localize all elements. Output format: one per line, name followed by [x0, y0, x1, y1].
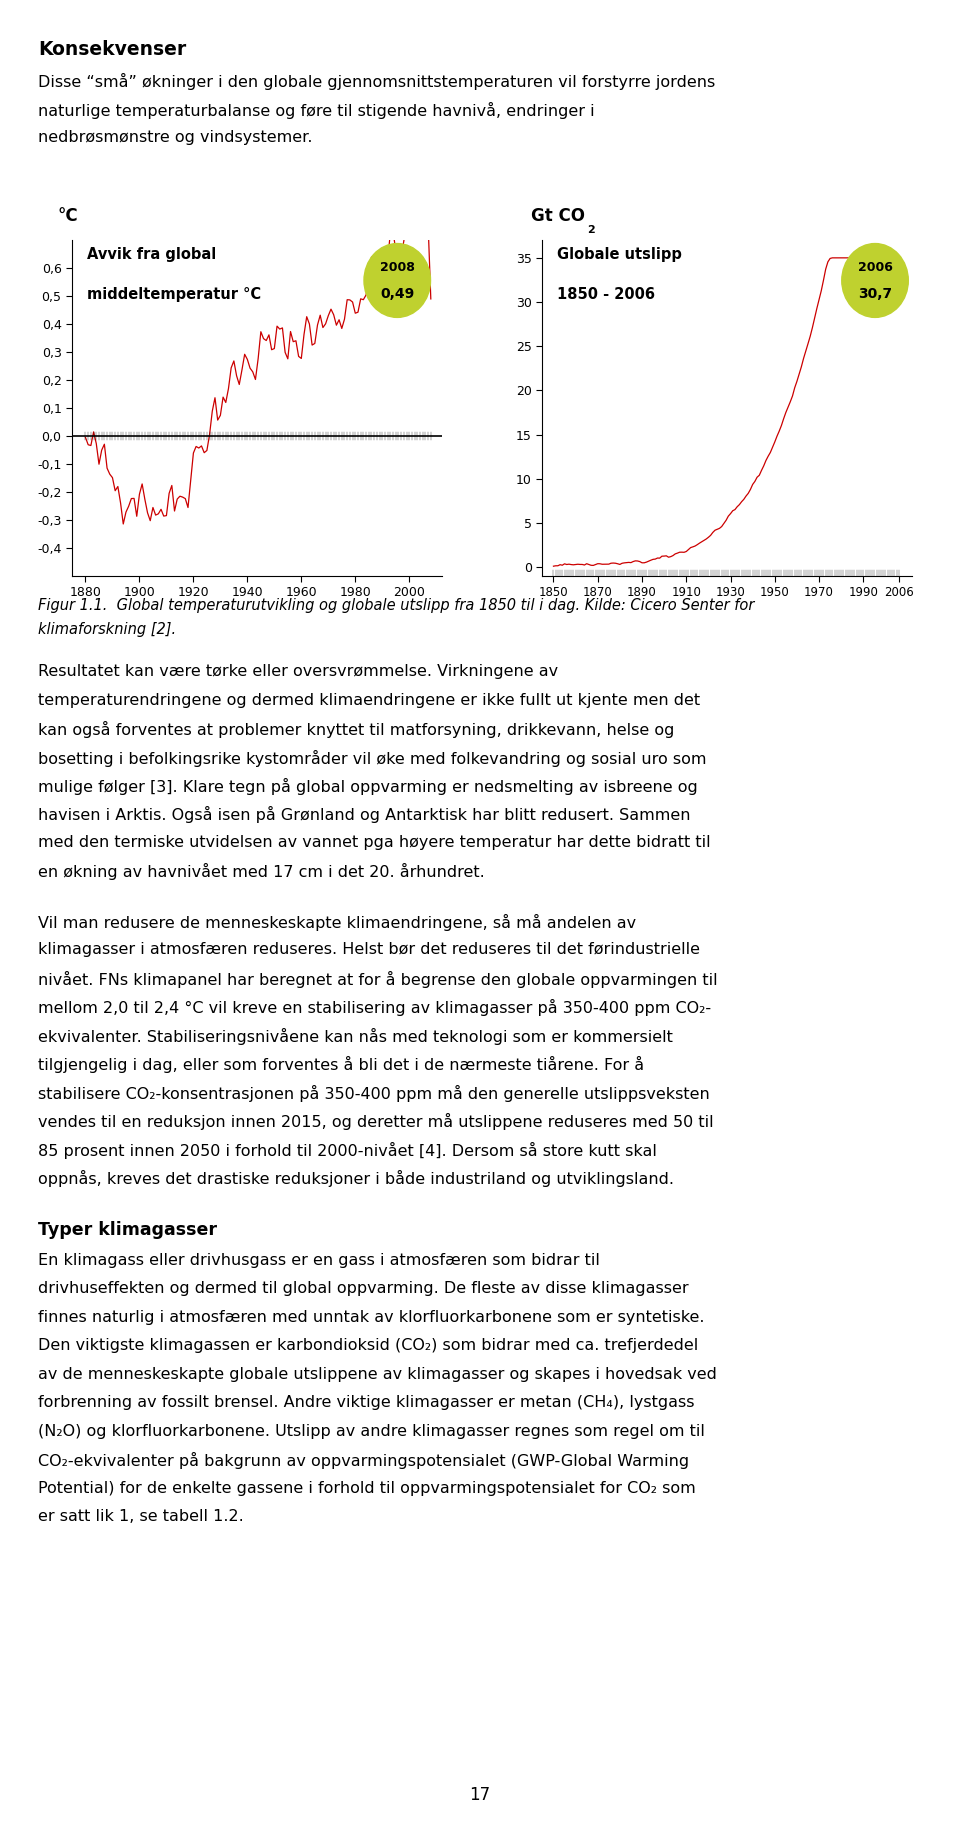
- Text: 85 prosent innen 2050 i forhold til 2000-nivået [4]. Dersom så store kutt skal: 85 prosent innen 2050 i forhold til 2000…: [38, 1141, 658, 1159]
- Text: klimagasser i atmosfæren reduseres. Helst bør det reduseres til det førindustrie: klimagasser i atmosfæren reduseres. Hels…: [38, 942, 701, 957]
- Text: °C: °C: [58, 208, 78, 226]
- Ellipse shape: [842, 244, 908, 318]
- Text: forbrenning av fossilt brensel. Andre viktige klimagasser er metan (CH₄), lystga: forbrenning av fossilt brensel. Andre vi…: [38, 1394, 695, 1411]
- Text: 2: 2: [588, 224, 595, 235]
- Text: med den termiske utvidelsen av vannet pga høyere temperatur har dette bidratt ti: med den termiske utvidelsen av vannet pg…: [38, 834, 711, 851]
- Text: drivhuseffekten og dermed til global oppvarming. De fleste av disse klimagasser: drivhuseffekten og dermed til global opp…: [38, 1280, 689, 1297]
- Text: Globale utslipp: Globale utslipp: [557, 246, 682, 263]
- Text: Disse “små” økninger i den globale gjennomsnittstemperaturen vil forstyrre jorde: Disse “små” økninger i den globale gjenn…: [38, 73, 715, 90]
- Text: Konsekvenser: Konsekvenser: [38, 40, 186, 59]
- Text: mulige følger [3]. Klare tegn på global oppvarming er nedsmelting av isbreene og: mulige følger [3]. Klare tegn på global …: [38, 777, 698, 795]
- Text: En klimagass eller drivhusgass er en gass i atmosfæren som bidrar til: En klimagass eller drivhusgass er en gas…: [38, 1253, 600, 1268]
- Text: en økning av havnivået med 17 cm i det 20. århundret.: en økning av havnivået med 17 cm i det 2…: [38, 863, 485, 880]
- Text: nedbrøsmønstre og vindsystemer.: nedbrøsmønstre og vindsystemer.: [38, 130, 313, 145]
- Ellipse shape: [364, 244, 430, 318]
- Text: 2008: 2008: [380, 261, 415, 274]
- Text: Typer klimagasser: Typer klimagasser: [38, 1220, 217, 1238]
- Text: 2006: 2006: [857, 261, 893, 274]
- Text: Figur 1.1.  Global temperaturutvikling og globale utslipp fra 1850 til i dag. Ki: Figur 1.1. Global temperaturutvikling og…: [38, 597, 755, 614]
- Text: Resultatet kan være tørke eller oversvrømmelse. Virkningene av: Resultatet kan være tørke eller oversvrø…: [38, 663, 559, 680]
- Text: Den viktigste klimagassen er karbondioksid (CO₂) som bidrar med ca. trefjerdedel: Den viktigste klimagassen er karbondioks…: [38, 1337, 699, 1354]
- Text: vendes til en reduksjon innen 2015, og deretter må utslippene reduseres med 50 t: vendes til en reduksjon innen 2015, og d…: [38, 1113, 714, 1130]
- Text: mellom 2,0 til 2,4 °C vil kreve en stabilisering av klimagasser på 350-400 ppm C: mellom 2,0 til 2,4 °C vil kreve en stabi…: [38, 999, 711, 1016]
- Text: klimaforskning [2].: klimaforskning [2].: [38, 621, 177, 637]
- Text: oppnås, kreves det drastiske reduksjoner i både industriland og utviklingsland.: oppnås, kreves det drastiske reduksjoner…: [38, 1170, 674, 1187]
- Text: stabilisere CO₂-konsentrasjonen på 350-400 ppm må den generelle utslippsveksten: stabilisere CO₂-konsentrasjonen på 350-4…: [38, 1084, 710, 1102]
- Text: 0,49: 0,49: [380, 287, 415, 301]
- Text: ekvivalenter. Stabiliseringsnivåene kan nås med teknologi som er kommersielt: ekvivalenter. Stabiliseringsnivåene kan …: [38, 1027, 673, 1045]
- Text: nivået. FNs klimapanel har beregnet at for å begrense den globale oppvarmingen t: nivået. FNs klimapanel har beregnet at f…: [38, 970, 718, 988]
- Text: middeltemperatur °C: middeltemperatur °C: [86, 287, 261, 303]
- Text: (N₂O) og klorfluorkarbonene. Utslipp av andre klimagasser regnes som regel om ti: (N₂O) og klorfluorkarbonene. Utslipp av …: [38, 1424, 706, 1438]
- Text: 1850 - 2006: 1850 - 2006: [557, 287, 655, 303]
- Text: temperaturendringene og dermed klimaendringene er ikke fullt ut kjente men det: temperaturendringene og dermed klimaendr…: [38, 693, 701, 707]
- Text: 17: 17: [469, 1786, 491, 1804]
- Text: havisen i Arktis. Også isen på Grønland og Antarktisk har blitt redusert. Sammen: havisen i Arktis. Også isen på Grønland …: [38, 806, 691, 823]
- Text: Vil man redusere de menneskeskapte klimaendringene, så må andelen av: Vil man redusere de menneskeskapte klima…: [38, 913, 636, 931]
- Text: Avvik fra global: Avvik fra global: [86, 246, 216, 263]
- Text: Gt CO: Gt CO: [531, 208, 585, 226]
- Text: finnes naturlig i atmosfæren med unntak av klorfluorkarbonene som er syntetiske.: finnes naturlig i atmosfæren med unntak …: [38, 1310, 705, 1324]
- Text: bosetting i befolkingsrike kystområder vil øke med folkevandring og sosial uro s: bosetting i befolkingsrike kystområder v…: [38, 749, 707, 766]
- Text: Potential) for de enkelte gassene i forhold til oppvarmingspotensialet for CO₂ s: Potential) for de enkelte gassene i forh…: [38, 1481, 696, 1495]
- Text: 30,7: 30,7: [858, 287, 892, 301]
- Text: av de menneskeskapte globale utslippene av klimagasser og skapes i hovedsak ved: av de menneskeskapte globale utslippene …: [38, 1367, 717, 1381]
- Text: naturlige temperaturbalanse og føre til stigende havnivå, endringer i: naturlige temperaturbalanse og føre til …: [38, 101, 595, 119]
- Text: kan også forventes at problemer knyttet til matforsyning, drikkevann, helse og: kan også forventes at problemer knyttet …: [38, 720, 675, 738]
- Text: tilgjengelig i dag, eller som forventes å bli det i de nærmeste tiårene. For å: tilgjengelig i dag, eller som forventes …: [38, 1056, 644, 1073]
- Text: er satt lik 1, se tabell 1.2.: er satt lik 1, se tabell 1.2.: [38, 1508, 244, 1525]
- Text: CO₂-ekvivalenter på bakgrunn av oppvarmingspotensialet (GWP-Global Warming: CO₂-ekvivalenter på bakgrunn av oppvarmi…: [38, 1451, 689, 1470]
